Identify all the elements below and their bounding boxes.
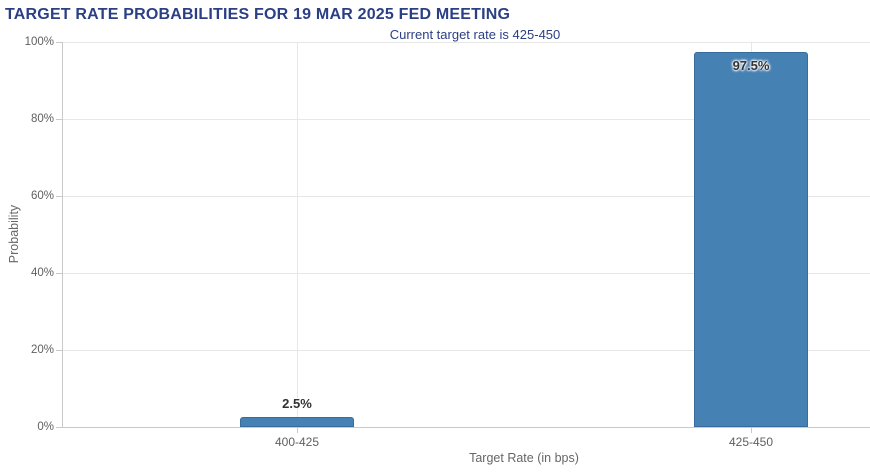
y-tick-label: 0% xyxy=(37,421,54,433)
h-gridline xyxy=(62,42,870,43)
h-gridline xyxy=(62,119,870,120)
x-tick-label: 425-450 xyxy=(728,435,774,449)
y-tick-label: 60% xyxy=(30,190,54,202)
bar-425-450[interactable] xyxy=(694,52,808,427)
chart-title: TARGET RATE PROBABILITIES FOR 19 MAR 202… xyxy=(5,6,511,23)
y-axis-tick xyxy=(56,42,62,43)
y-tick-label: 40% xyxy=(30,267,54,279)
h-gridline xyxy=(62,273,870,274)
y-axis-tick xyxy=(56,427,62,428)
x-axis-line xyxy=(62,427,870,428)
y-tick-label: 100% xyxy=(24,36,54,48)
chart-subtitle: Current target rate is 425-450 xyxy=(389,27,561,42)
y-tick-label: 20% xyxy=(30,344,54,356)
y-axis-tick xyxy=(56,273,62,274)
bar-value-label: 2.5% xyxy=(282,396,312,411)
bar-value-label: 97.5% xyxy=(732,58,770,73)
y-axis-tick xyxy=(56,119,62,120)
v-gridline xyxy=(297,42,298,427)
y-axis-tick xyxy=(56,350,62,351)
x-tick-label: 400-425 xyxy=(274,435,320,449)
h-gridline xyxy=(62,196,870,197)
x-axis-title: Target Rate (in bps) xyxy=(469,451,579,465)
y-axis-tick xyxy=(56,196,62,197)
bar-400-425[interactable] xyxy=(240,417,354,427)
y-tick-label: 80% xyxy=(30,113,54,125)
x-axis-tick xyxy=(751,428,752,433)
y-axis-title: Probability xyxy=(7,204,21,264)
h-gridline xyxy=(62,350,870,351)
y-axis-line xyxy=(62,42,63,428)
x-axis-tick xyxy=(297,428,298,433)
